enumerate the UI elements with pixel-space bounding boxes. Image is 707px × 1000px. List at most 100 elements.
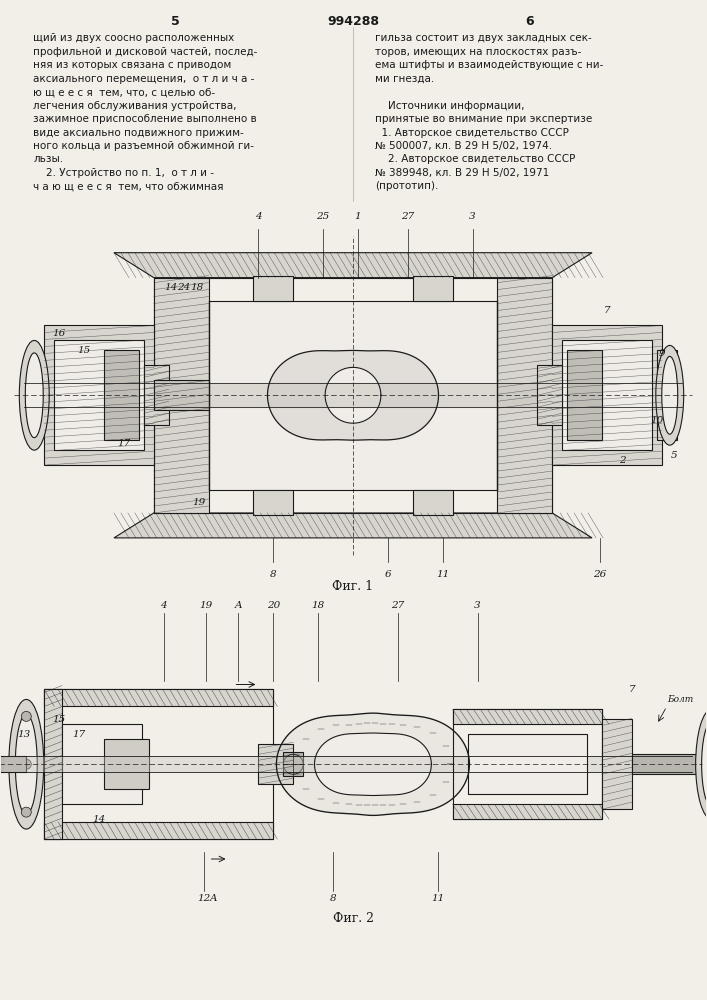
Text: 16: 16 (52, 329, 66, 338)
Text: ема штифты и взаимодействующие с ни-: ема штифты и взаимодействующие с ни- (375, 60, 603, 70)
Text: 9: 9 (658, 349, 665, 358)
Bar (258, 744, 293, 784)
Bar (45, 689, 62, 839)
Text: 26: 26 (593, 570, 607, 579)
Bar (45, 822, 274, 839)
Text: 7: 7 (629, 685, 635, 694)
Text: ного кольца и разъемной обжимной ги-: ного кольца и разъемной обжимной ги- (33, 141, 255, 151)
Bar (552, 325, 662, 465)
Text: Фиг. 1: Фиг. 1 (332, 580, 373, 593)
Text: 4: 4 (160, 601, 167, 610)
Bar (562, 340, 652, 450)
Text: 8: 8 (270, 570, 276, 579)
Text: профильной и дисковой частей, послед-: профильной и дисковой частей, послед- (33, 47, 257, 57)
Bar (537, 365, 562, 425)
Text: Фиг. 2: Фиг. 2 (332, 912, 373, 925)
Polygon shape (276, 713, 469, 815)
Text: 3: 3 (474, 601, 481, 610)
Text: 13: 13 (18, 730, 31, 739)
Text: ю щ е е с я  тем, что, с целью об-: ю щ е е с я тем, что, с целью об- (33, 87, 216, 97)
Text: 994288: 994288 (327, 15, 379, 28)
Bar (602, 719, 632, 809)
Text: 3: 3 (469, 212, 476, 221)
Text: 14: 14 (93, 815, 105, 824)
Bar (45, 689, 274, 839)
Circle shape (21, 759, 31, 769)
Bar (452, 804, 602, 819)
Bar (154, 278, 209, 513)
Text: 1: 1 (355, 212, 361, 221)
Text: (прототип).: (прототип). (375, 181, 438, 191)
Text: 11: 11 (436, 570, 449, 579)
Text: гильза состоит из двух закладных сек-: гильза состоит из двух закладных сек- (375, 33, 592, 43)
Bar (104, 739, 148, 789)
Text: ч а ю щ е е с я  тем, что обжимная: ч а ю щ е е с я тем, что обжимная (33, 181, 223, 191)
Bar (45, 325, 154, 465)
Ellipse shape (9, 699, 44, 829)
Bar (413, 276, 452, 301)
Circle shape (21, 807, 31, 817)
Circle shape (21, 711, 31, 721)
Text: принятые во внимание при экспертизе: принятые во внимание при экспертизе (375, 114, 592, 124)
Bar (452, 709, 602, 724)
Ellipse shape (656, 345, 684, 445)
Text: 17: 17 (72, 730, 86, 739)
Text: 8: 8 (329, 894, 337, 903)
Text: 2. Устройство по п. 1,  о т л и -: 2. Устройство по п. 1, о т л и - (33, 168, 214, 178)
Ellipse shape (662, 356, 678, 434)
Text: 25: 25 (317, 212, 329, 221)
Text: A: A (210, 894, 217, 903)
Bar (567, 350, 602, 440)
Polygon shape (114, 253, 592, 278)
Polygon shape (114, 513, 592, 538)
Text: 4: 4 (255, 212, 262, 221)
Text: 19: 19 (199, 601, 212, 610)
Text: 5: 5 (670, 451, 677, 460)
Ellipse shape (19, 340, 49, 450)
Text: 14: 14 (164, 283, 177, 292)
Text: легчения обслуживания устройства,: легчения обслуживания устройства, (33, 101, 237, 111)
Polygon shape (325, 367, 381, 423)
Bar (452, 709, 602, 819)
Bar (284, 752, 303, 776)
Text: зажимное приспособление выполнено в: зажимное приспособление выполнено в (33, 114, 257, 124)
Ellipse shape (25, 353, 43, 438)
Text: 10: 10 (650, 416, 663, 425)
Text: 15: 15 (78, 346, 90, 355)
Polygon shape (267, 350, 438, 440)
Bar (413, 490, 452, 515)
Bar (209, 301, 498, 490)
Text: ми гнезда.: ми гнезда. (375, 74, 434, 84)
Text: 17: 17 (117, 439, 131, 448)
Bar (253, 490, 293, 515)
Text: виде аксиально подвижного прижим-: виде аксиально подвижного прижим- (33, 128, 244, 138)
Text: № 389948, кл. В 29 Н 5/02, 1971: № 389948, кл. В 29 Н 5/02, 1971 (375, 168, 549, 178)
Text: няя из которых связана с приводом: няя из которых связана с приводом (33, 60, 231, 70)
Ellipse shape (696, 709, 707, 819)
Text: аксиального перемещения,  о т л и ч а -: аксиального перемещения, о т л и ч а - (33, 74, 255, 84)
Text: 12: 12 (197, 894, 210, 903)
Text: 18: 18 (190, 283, 203, 292)
Bar (657, 350, 677, 440)
Text: 15: 15 (52, 715, 66, 724)
Bar (154, 278, 552, 513)
Text: A: A (235, 601, 243, 610)
Text: 24: 24 (177, 283, 190, 292)
Bar (632, 754, 701, 774)
Bar (253, 276, 293, 301)
Text: 1. Авторское свидетельство СССР: 1. Авторское свидетельство СССР (375, 128, 569, 138)
Text: 11: 11 (431, 894, 444, 903)
Bar (498, 278, 552, 513)
Text: 20: 20 (267, 601, 280, 610)
Text: 6: 6 (385, 570, 391, 579)
Text: льзы.: льзы. (33, 154, 64, 164)
Ellipse shape (16, 714, 37, 814)
Text: 7: 7 (604, 306, 610, 315)
Text: Источники информации,: Источники информации, (375, 101, 525, 111)
Bar (62, 724, 142, 804)
Text: 27: 27 (401, 212, 414, 221)
Bar (154, 380, 209, 410)
Text: 6: 6 (525, 15, 534, 28)
Ellipse shape (701, 722, 707, 807)
Polygon shape (315, 733, 431, 796)
